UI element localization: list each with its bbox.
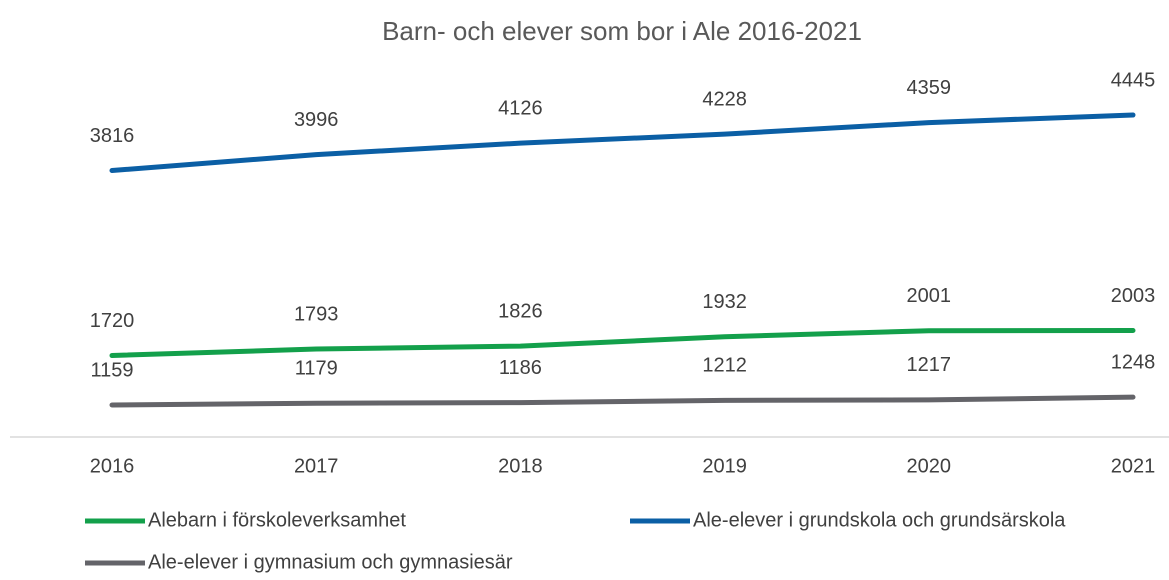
legend-label: Ale-elever i grundskola och grundsärskol… xyxy=(693,509,1066,531)
x-tick-label: 2020 xyxy=(907,455,952,477)
data-label: 1159 xyxy=(90,359,133,381)
data-label: 3996 xyxy=(294,109,339,131)
data-label: 4126 xyxy=(498,97,543,119)
legend-label: Alebarn i förskoleverksamhet xyxy=(148,509,406,531)
data-label: 1186 xyxy=(499,357,542,379)
data-label: 2001 xyxy=(907,285,952,307)
data-label: 1212 xyxy=(702,355,747,377)
data-label: 3816 xyxy=(90,125,135,147)
data-label: 1217 xyxy=(907,354,952,376)
data-label: 1826 xyxy=(498,300,543,322)
series-line xyxy=(109,112,1136,174)
data-label: 4228 xyxy=(702,88,747,110)
data-label: 1793 xyxy=(294,303,339,325)
data-label: 4445 xyxy=(1111,69,1156,91)
series-line xyxy=(109,394,1136,408)
legend-label: Ale-elever i gymnasium och gymnasiesär xyxy=(148,551,513,573)
x-tick-label: 2018 xyxy=(498,455,543,477)
data-label: 2003 xyxy=(1111,285,1156,307)
data-label: 1720 xyxy=(90,310,135,332)
x-tick-label: 2019 xyxy=(702,455,747,477)
x-tick-label: 2021 xyxy=(1111,455,1156,477)
series-line xyxy=(109,328,1136,358)
data-label: 1932 xyxy=(702,291,747,313)
data-label: 1179 xyxy=(295,358,338,380)
data-label: 4359 xyxy=(907,77,952,99)
chart-title: Barn- och elever som bor i Ale 2016-2021 xyxy=(382,16,862,46)
x-tick-label: 2017 xyxy=(294,455,339,477)
data-label: 1248 xyxy=(1111,351,1156,373)
x-tick-label: 2016 xyxy=(90,455,135,477)
